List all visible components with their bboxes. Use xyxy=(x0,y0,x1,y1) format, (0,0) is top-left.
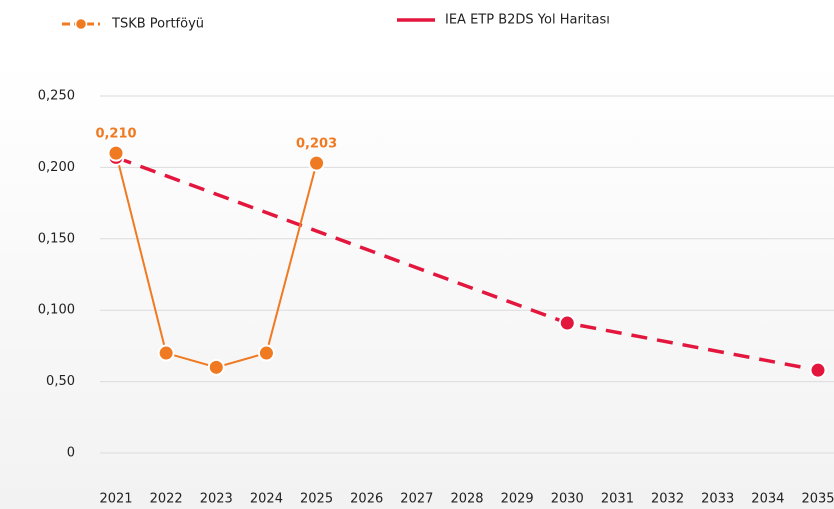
y-tick-label: 0,250 xyxy=(38,89,75,104)
x-tick-label: 2024 xyxy=(250,492,283,507)
plot-background xyxy=(0,60,834,509)
x-tick-label: 2031 xyxy=(601,492,634,507)
x-tick-label: 2023 xyxy=(200,492,233,507)
x-tick-label: 2027 xyxy=(400,492,433,507)
x-tick-label: 2033 xyxy=(701,492,734,507)
data-point xyxy=(157,344,175,362)
x-tick-label: 2028 xyxy=(450,492,483,507)
legend: TSKB Portföyü IEA ETP B2DS Yol Haritası xyxy=(62,13,610,32)
data-label: 0,203 xyxy=(296,137,337,152)
x-tick-label: 2025 xyxy=(300,492,333,507)
y-tick-label: 0,100 xyxy=(38,303,75,318)
data-point xyxy=(809,361,827,379)
x-tick-label: 2026 xyxy=(350,492,383,507)
x-tick-label: 2035 xyxy=(801,492,834,507)
legend-label: IEA ETP B2DS Yol Haritası xyxy=(445,13,610,28)
x-tick-label: 2022 xyxy=(150,492,183,507)
data-point xyxy=(558,314,576,332)
y-tick-label: 0,50 xyxy=(46,374,75,389)
x-tick-label: 2029 xyxy=(501,492,534,507)
data-point xyxy=(308,154,326,172)
legend-swatch xyxy=(74,17,88,31)
y-tick-label: 0,200 xyxy=(38,160,75,175)
x-tick-label: 2032 xyxy=(651,492,684,507)
data-label: 0,210 xyxy=(95,127,136,142)
legend-label: TSKB Portföyü xyxy=(111,17,204,32)
x-tick-label: 2021 xyxy=(99,492,132,507)
data-point xyxy=(207,358,225,376)
data-point xyxy=(257,344,275,362)
x-tick-label: 2030 xyxy=(551,492,584,507)
y-tick-label: 0,150 xyxy=(38,231,75,246)
y-tick-label: 0 xyxy=(67,446,75,461)
x-tick-label: 2034 xyxy=(751,492,784,507)
data-point xyxy=(107,144,125,162)
